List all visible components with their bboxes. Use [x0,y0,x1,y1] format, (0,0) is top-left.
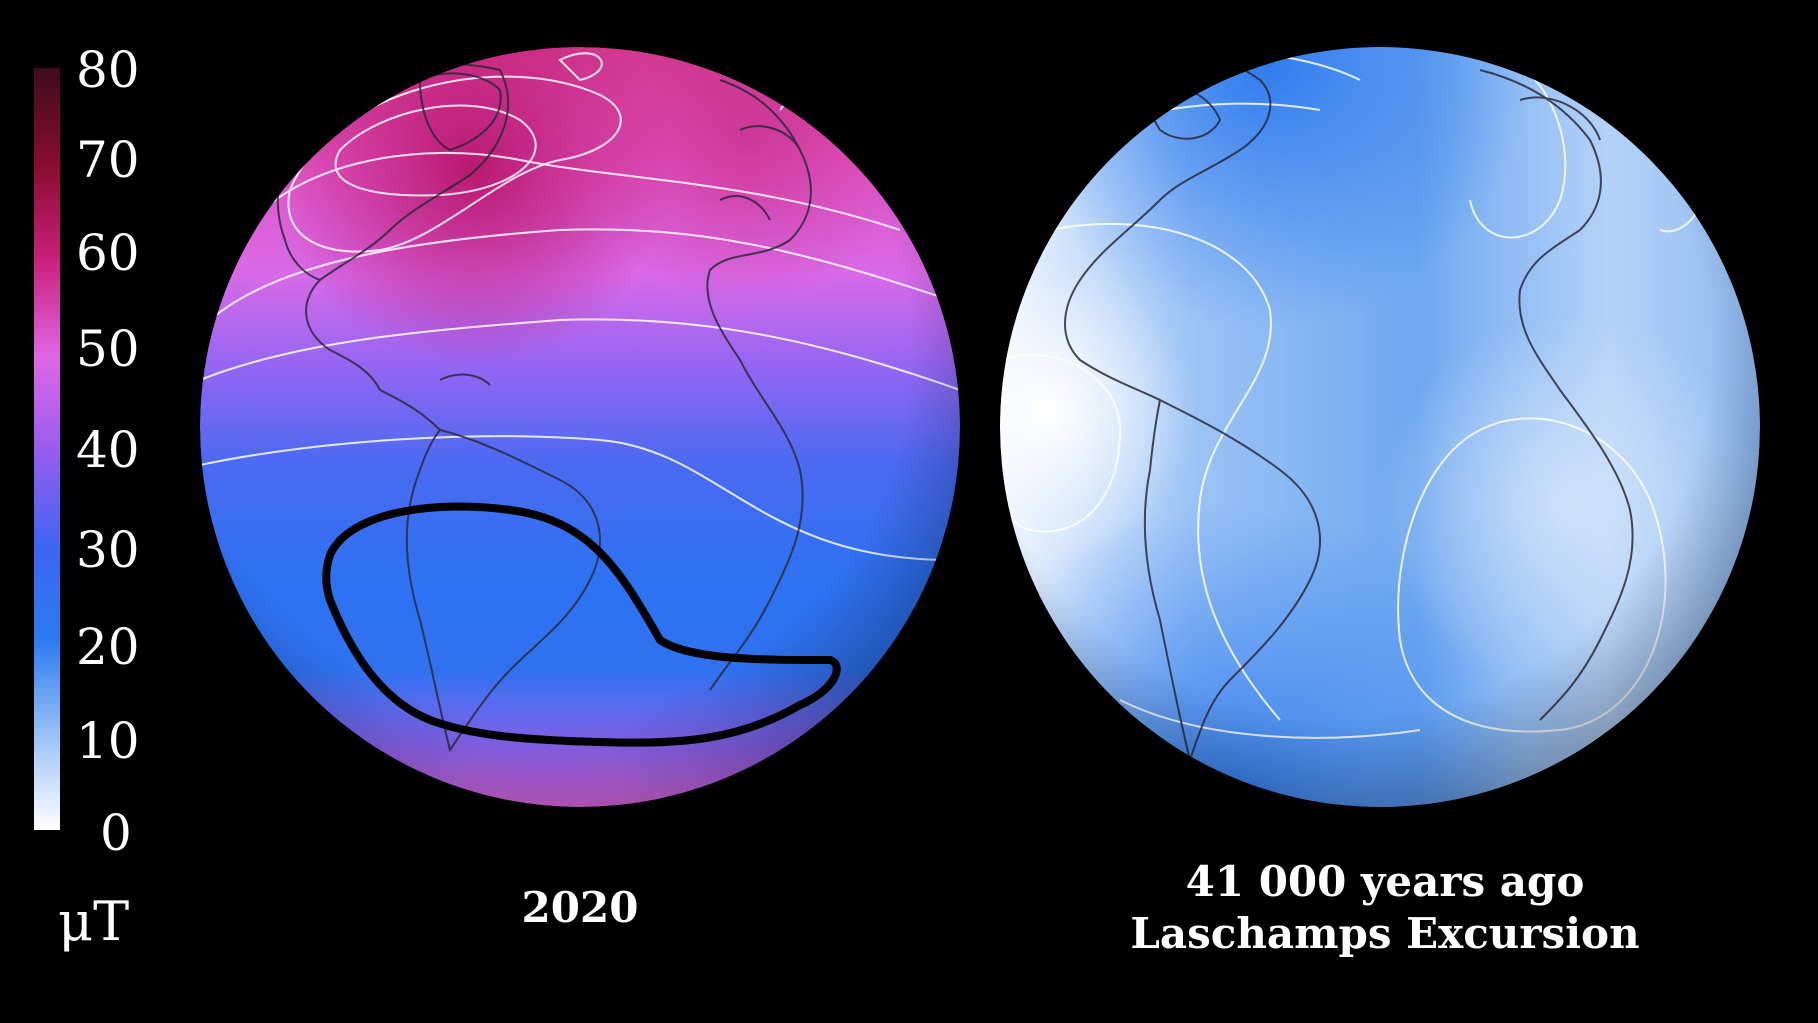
colorbar-tick: 70 [76,131,140,189]
caption-2020: 2020 [521,883,639,932]
colorbar-tick: 40 [76,421,140,479]
colorbar-unit: μT [58,890,130,953]
colorbar-tick: 10 [76,712,140,770]
globe-laschamps [1000,47,1760,807]
colorbar-tick: 60 [76,224,140,282]
caption-laschamps-line2: Laschamps Excursion [1130,909,1640,958]
colorbar-tick: 80 [76,41,140,99]
caption-laschamps: 41 000 years ago Laschamps Excursion [1060,856,1710,960]
colorbar [34,68,60,830]
colorbar-tick: 50 [76,320,140,378]
caption-laschamps-line1: 41 000 years ago [1185,857,1585,906]
globe-2020 [200,47,960,807]
colorbar-tick: 20 [76,618,140,676]
colorbar-tick: 0 [100,804,132,862]
colorbar-tick: 30 [76,521,140,579]
